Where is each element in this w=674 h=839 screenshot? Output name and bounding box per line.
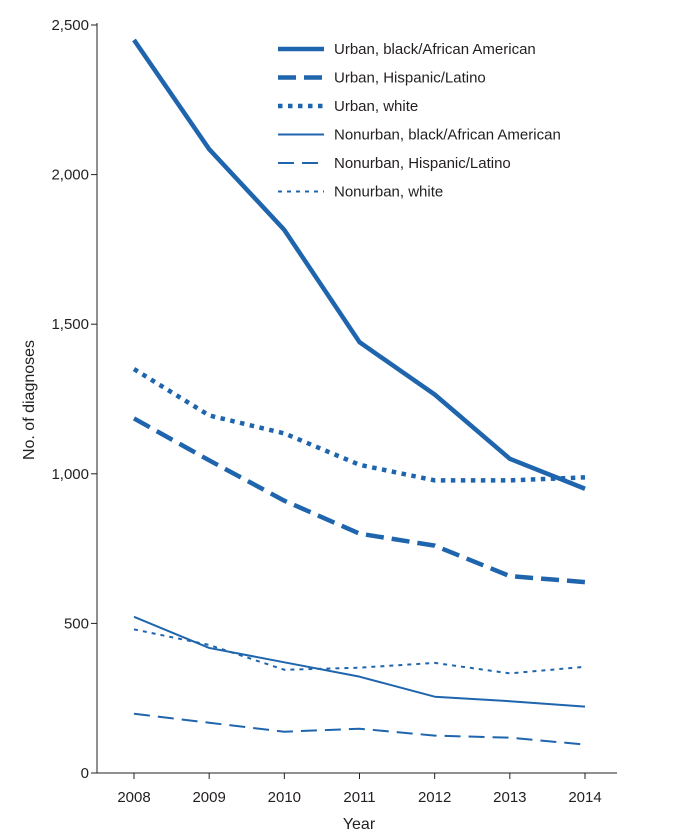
legend-label: Nonurban, white: [334, 184, 443, 201]
y-tick-label: 1,000: [51, 466, 89, 483]
series-line-1: [132, 38, 586, 491]
series-lines: [132, 38, 586, 746]
series-line-6: [133, 628, 586, 675]
x-tick-label: 2014: [568, 789, 601, 806]
legend-label: Nonurban, black/African American: [334, 127, 561, 144]
series-line-4: [133, 615, 586, 708]
legend: Urban, black/African American Urban, Hisp…: [278, 41, 561, 201]
x-tick-label: 2009: [192, 789, 225, 806]
legend-label: Urban, Hispanic/Latino: [334, 70, 486, 87]
x-tick-label: 2010: [268, 789, 301, 806]
series-line-2: [132, 416, 586, 585]
x-tick-label: 2008: [117, 789, 150, 806]
y-tick-label: 500: [64, 615, 89, 632]
x-axis-title: Year: [343, 816, 376, 833]
y-tick-label: 2,000: [51, 167, 89, 184]
y-tick-label: 0: [81, 765, 89, 782]
legend-label: Nonurban, Hispanic/Latino: [334, 155, 511, 172]
axes: 0 500 1,000 1,500 2,000 2,500 2008 2009 2010 2011…: [51, 17, 617, 806]
legend-label: Urban, white: [334, 98, 418, 115]
legend-label: Urban, black/African American: [334, 41, 536, 58]
x-tick-label: 2012: [418, 789, 451, 806]
y-tick-label: 1,500: [51, 316, 89, 333]
x-tick-label: 2013: [493, 789, 526, 806]
y-axis-title: No. of diagnoses: [21, 340, 38, 460]
series-line-5: [133, 712, 586, 746]
x-tick-label: 2011: [343, 789, 375, 806]
y-tick-label: 2,500: [51, 17, 89, 34]
